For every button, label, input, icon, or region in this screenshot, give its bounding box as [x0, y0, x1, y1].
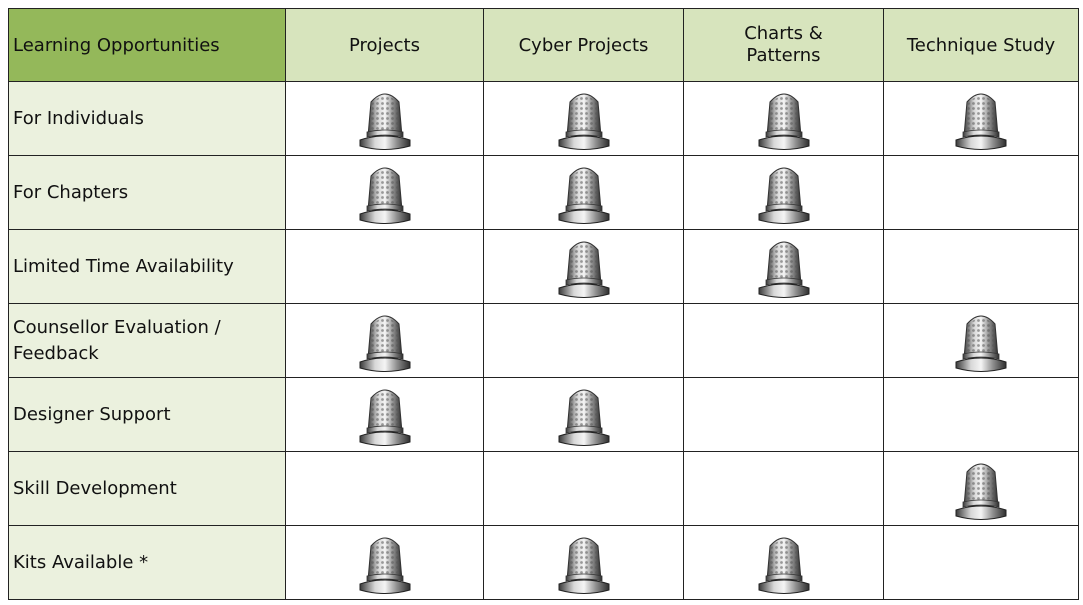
row-label-text: Counsellor Evaluation / Feedback: [13, 317, 221, 364]
header-cell: Projects: [285, 8, 484, 82]
mark-cell: [683, 229, 884, 304]
mark-cell: [483, 525, 684, 600]
mark-cell: [285, 451, 484, 526]
header-text: Learning Opportunities: [13, 34, 220, 56]
table-row: Limited Time Availability: [8, 229, 1079, 304]
mark-cell: [483, 229, 684, 304]
row-label-text: Limited Time Availability: [13, 255, 234, 277]
mark-cell: [285, 155, 484, 230]
thimble-icon: [557, 92, 610, 150]
table-row: Designer Support: [8, 377, 1079, 452]
mark-cell: [285, 81, 484, 156]
table-row: Skill Development: [8, 451, 1079, 526]
mark-cell: [883, 303, 1079, 378]
mark-cell: [683, 303, 884, 378]
mark-cell: [483, 451, 684, 526]
header-cell: Learning Opportunities: [8, 8, 286, 82]
mark-cell: [683, 155, 884, 230]
row-label: Skill Development: [8, 451, 286, 526]
thimble-icon: [955, 92, 1007, 150]
thimble-icon: [358, 92, 411, 150]
row-label: Counsellor Evaluation / Feedback: [8, 303, 286, 378]
thimble-icon: [557, 388, 610, 446]
header-text: Charts & Patterns: [744, 23, 823, 66]
mark-cell: [683, 377, 884, 452]
thimble-icon: [757, 536, 810, 594]
row-label: For Chapters: [8, 155, 286, 230]
mark-cell: [483, 81, 684, 156]
row-label: For Individuals: [8, 81, 286, 156]
thimble-icon: [557, 536, 610, 594]
row-label: Kits Available *: [8, 525, 286, 600]
row-label-text: For Individuals: [13, 107, 144, 129]
mark-cell: [683, 81, 884, 156]
row-label-text: Kits Available *: [13, 551, 149, 573]
mark-cell: [883, 377, 1079, 452]
thimble-icon: [757, 92, 810, 150]
mark-cell: [883, 155, 1079, 230]
thimble-icon: [955, 314, 1007, 372]
row-label: Limited Time Availability: [8, 229, 286, 304]
thimble-icon: [557, 240, 610, 298]
mark-cell: [285, 303, 484, 378]
mark-cell: [285, 525, 484, 600]
header-cell: Charts & Patterns: [683, 8, 884, 82]
mark-cell: [285, 377, 484, 452]
row-label-text: For Chapters: [13, 181, 129, 203]
thimble-icon: [358, 388, 411, 446]
opportunities-table: Learning Opportunities Projects Cyber Proj…: [8, 8, 1079, 600]
thimble-icon: [955, 462, 1007, 520]
mark-cell: [483, 155, 684, 230]
thimble-icon: [358, 314, 411, 372]
header-row: Learning Opportunities Projects Cyber Proj…: [8, 8, 1079, 82]
row-label-text: Designer Support: [13, 403, 171, 425]
mark-cell: [683, 451, 884, 526]
table-row: For Individuals: [8, 81, 1079, 156]
row-label-text: Skill Development: [13, 477, 177, 499]
mark-cell: [483, 377, 684, 452]
header-cell: Technique Study: [883, 8, 1079, 82]
header-text: Technique Study: [906, 34, 1056, 56]
mark-cell: [883, 81, 1079, 156]
thimble-icon: [358, 536, 411, 594]
row-label: Designer Support: [8, 377, 286, 452]
table-row: For Chapters: [8, 155, 1079, 230]
thimble-icon: [557, 166, 610, 224]
mark-cell: [883, 229, 1079, 304]
table-row: Kits Available *: [8, 525, 1079, 600]
table-row: Counsellor Evaluation / Feedback: [8, 303, 1079, 378]
mark-cell: [285, 229, 484, 304]
mark-cell: [683, 525, 884, 600]
thimble-icon: [358, 166, 411, 224]
thimble-icon: [757, 166, 810, 224]
mark-cell: [883, 451, 1079, 526]
mark-cell: [883, 525, 1079, 600]
mark-cell: [483, 303, 684, 378]
thimble-icon: [757, 240, 810, 298]
table-body: For Individuals For Chapters Limited Time …: [8, 81, 1079, 600]
header-cell: Cyber Projects: [483, 8, 684, 82]
header-text: Cyber Projects: [518, 34, 649, 56]
header-text: Projects: [349, 34, 420, 56]
